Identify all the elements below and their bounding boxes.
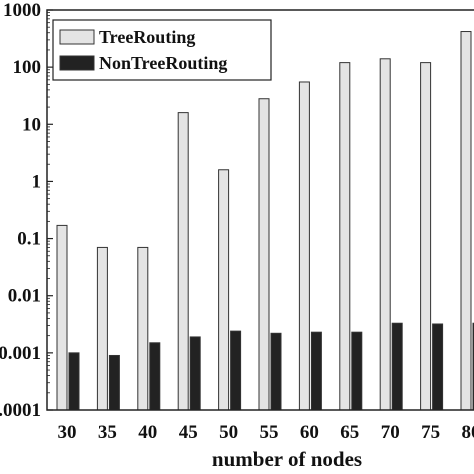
x-tick-label: 40 xyxy=(138,422,157,443)
non-tree-routing-bar-30 xyxy=(68,352,80,411)
x-tick-label: 35 xyxy=(98,422,117,443)
x-tick-label: 60 xyxy=(300,422,319,443)
x-axis: 30 35 40 45 50 55 60 65 70 75 80 xyxy=(58,422,474,443)
non-tree-routing-bar-40 xyxy=(149,342,161,411)
x-tick-label: 30 xyxy=(58,422,77,443)
x-tick-label: 55 xyxy=(260,422,279,443)
y-tick-label: 10 xyxy=(22,114,41,135)
tree-routing-bar-55 xyxy=(258,98,270,411)
bars-group xyxy=(56,31,474,411)
tree-routing-bar-50 xyxy=(218,169,230,411)
tree-routing-bar-80 xyxy=(460,31,472,411)
tree-routing-bar-35 xyxy=(96,246,108,411)
x-tick-label: 65 xyxy=(340,422,359,443)
y-tick-label: 0.01 xyxy=(8,286,41,307)
y-tick-label: 1 xyxy=(32,171,42,192)
tree-routing-bar-60 xyxy=(298,81,310,411)
x-tick-label: 75 xyxy=(421,422,440,443)
y-axis: 0.0001 0.001 0.01 0.1 1 10 100 1000 xyxy=(0,0,53,421)
y-tick-label: 100 xyxy=(13,57,42,78)
non-tree-routing-bar-35 xyxy=(108,354,120,411)
tree-routing-bar-30 xyxy=(56,224,68,411)
legend-label: NonTreeRouting xyxy=(99,53,227,73)
legend-label: TreeRouting xyxy=(99,27,195,47)
y-tick-label: 1000 xyxy=(3,0,41,21)
y-tick-label: 0.0001 xyxy=(0,400,41,421)
non-tree-routing-bar-70 xyxy=(391,322,403,411)
legend: TreeRouting NonTreeRouting xyxy=(52,19,272,81)
tree-routing-bar-40 xyxy=(137,246,149,411)
x-tick-label: 45 xyxy=(179,422,198,443)
non-tree-routing-bar-45 xyxy=(189,336,201,411)
plot-frame xyxy=(46,9,474,411)
legend-swatch xyxy=(59,55,95,71)
non-tree-routing-bar-50 xyxy=(230,330,242,411)
x-tick-label: 70 xyxy=(381,422,400,443)
legend-swatch xyxy=(59,29,95,45)
y-tick-label: 0.001 xyxy=(0,343,41,364)
y-tick-label: 0.1 xyxy=(17,229,41,250)
tree-routing-bar-75 xyxy=(420,62,432,411)
x-axis-title: number of nodes xyxy=(212,447,362,471)
tree-routing-bar-65 xyxy=(339,62,351,411)
x-tick-label: 50 xyxy=(219,422,238,443)
x-tick-label: 80 xyxy=(462,422,474,443)
non-tree-routing-bar-60 xyxy=(310,331,322,411)
non-tree-routing-bar-75 xyxy=(432,323,444,411)
tree-routing-bar-45 xyxy=(177,112,189,411)
non-tree-routing-bar-65 xyxy=(351,331,363,411)
tree-routing-bar-70 xyxy=(379,58,391,411)
non-tree-routing-bar-55 xyxy=(270,332,282,411)
